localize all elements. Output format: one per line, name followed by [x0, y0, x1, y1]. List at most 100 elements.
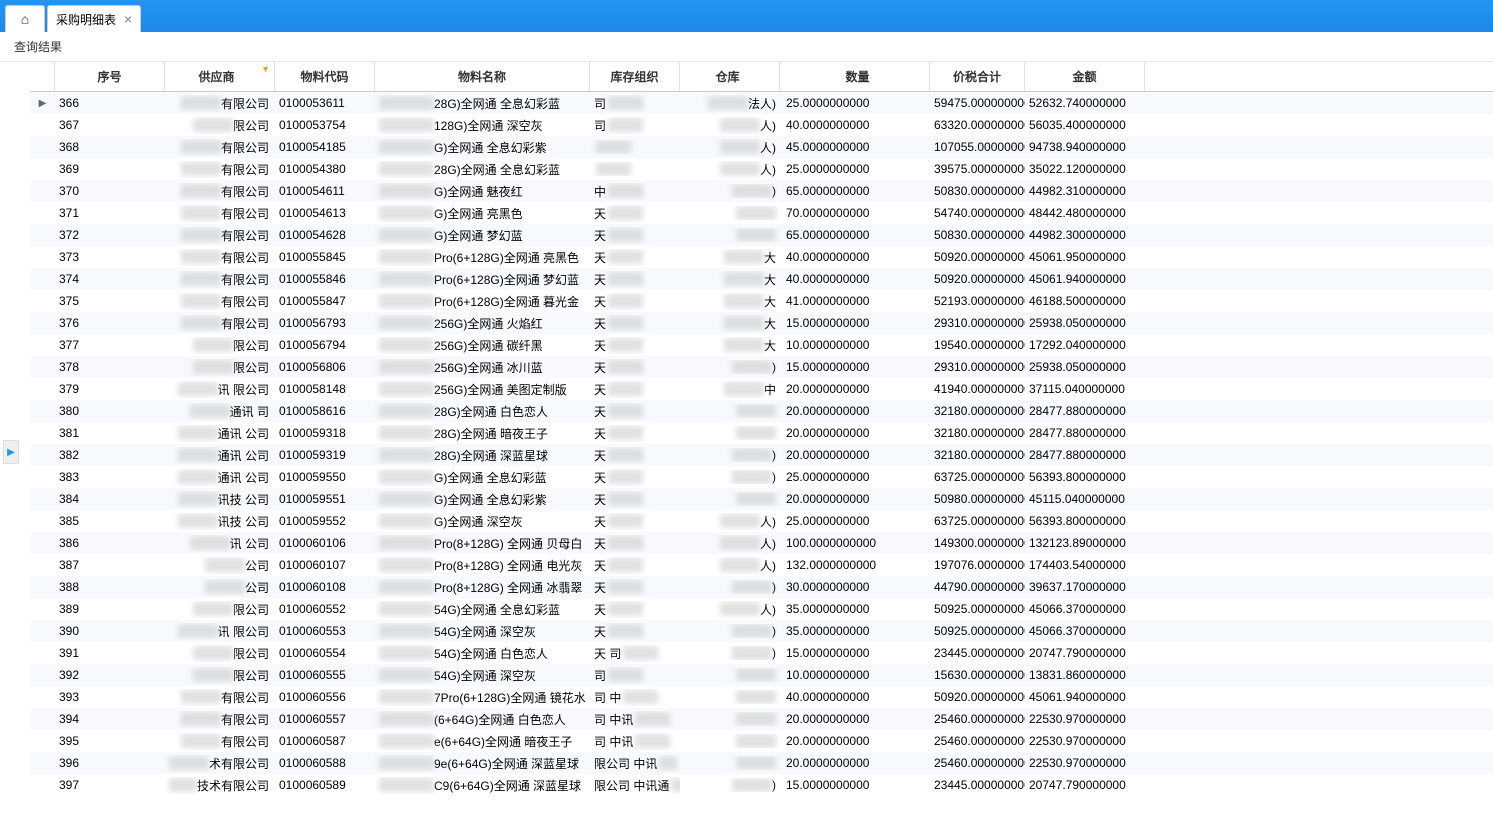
cell-inventory-org: 天xxx [590, 315, 680, 332]
col-amount[interactable]: 金额 [1025, 62, 1145, 91]
table-row[interactable]: 388xxxx公司0100060108xxxxxPro(8+128G) 全网通 … [30, 576, 1493, 598]
table-row[interactable]: 380xxxx通讯 司0100058616xxxxx28G)全网通 白色恋人天x… [30, 400, 1493, 422]
cell-amount: 20747.790000000 [1025, 646, 1145, 660]
cell-seq: 397 [55, 778, 165, 792]
cell-amount: 13831.860000000 [1025, 668, 1145, 682]
cell-seq: 367 [55, 118, 165, 132]
col-supplier[interactable]: 供应商 ▼ [165, 62, 275, 91]
cell-inventory-org: 天xxx [590, 557, 680, 574]
cell-material-code: 0100060554 [275, 646, 375, 660]
cell-amount: 17292.040000000 [1025, 338, 1145, 352]
cell-material-name: xxxxxG)全网通 魅夜红 [375, 183, 590, 200]
table-row[interactable]: 387xxxx公司0100060107xxxxxPro(8+128G) 全网通 … [30, 554, 1493, 576]
cell-amount: 22530.970000000 [1025, 756, 1145, 770]
cell-material-name: xxxxx256G)全网通 碳纤黑 [375, 337, 590, 354]
cell-qty: 15.0000000000 [780, 646, 930, 660]
table-row[interactable]: 394xxxx有限公司0100060557xxxxx(6+64G)全网通 白色恋… [30, 708, 1493, 730]
table-row[interactable]: 373xxxx有限公司0100055845xxxxxPro(6+128G)全网通… [30, 246, 1493, 268]
home-tab[interactable]: ⌂ [5, 5, 45, 32]
cell-price-tax-total: 15630.000000000 [930, 668, 1025, 682]
cell-price-tax-total: 63725.000000000 [930, 514, 1025, 528]
table-row[interactable]: 370xxxx有限公司0100054611xxxxxG)全网通 魅夜红中xxxx… [30, 180, 1493, 202]
cell-warehouse: xxxx人) [680, 535, 780, 552]
table-row[interactable]: 381xxxx通讯 公司0100059318xxxxx28G)全网通 暗夜王子天… [30, 422, 1493, 444]
table-row[interactable]: 378xxxx限公司0100056806xxxxx256G)全网通 冰川蓝天xx… [30, 356, 1493, 378]
cell-warehouse: xxxx大 [680, 293, 780, 310]
cell-price-tax-total: 50830.000000000 [930, 228, 1025, 242]
table-row[interactable]: 368xxxx有限公司0100054185xxxxxG)全网通 全息幻彩紫xxx… [30, 136, 1493, 158]
table-row[interactable]: 395xxxx有限公司0100060587xxxxxe(6+64G)全网通 暗夜… [30, 730, 1493, 752]
col-inventory-org[interactable]: 库存组织 [590, 62, 680, 91]
cell-qty: 20.0000000000 [780, 382, 930, 396]
cell-qty: 20.0000000000 [780, 712, 930, 726]
cell-inventory-org: 天xxx [590, 579, 680, 596]
table-row[interactable]: 389xxxx限公司0100060552xxxxx54G)全网通 全息幻彩蓝天x… [30, 598, 1493, 620]
cell-price-tax-total: 50925.000000000 [930, 624, 1025, 638]
cell-seq: 390 [55, 624, 165, 638]
cell-material-code: 0100059550 [275, 470, 375, 484]
cell-seq: 374 [55, 272, 165, 286]
table-row[interactable]: 390xxxx讯 限公司0100060553xxxxx54G)全网通 深空灰天x… [30, 620, 1493, 642]
cell-amount: 25938.050000000 [1025, 360, 1145, 374]
cell-amount: 94738.940000000 [1025, 140, 1145, 154]
cell-material-code: 0100056806 [275, 360, 375, 374]
cell-material-name: xxxxxG)全网通 全息幻彩紫 [375, 491, 590, 508]
cell-warehouse: xxxx人) [680, 601, 780, 618]
col-qty[interactable]: 数量 [780, 62, 930, 91]
table-row[interactable]: 392xxxx限公司0100060555xxxxx54G)全网通 深空灰司xxx… [30, 664, 1493, 686]
col-price-tax-total[interactable]: 价税合计 [930, 62, 1025, 91]
table-row[interactable]: 385xxxx讯技 公司0100059552xxxxxG)全网通 深空灰天xxx… [30, 510, 1493, 532]
cell-material-name: xxxxx128G)全网通 深空灰 [375, 117, 590, 134]
cell-qty: 25.0000000000 [780, 162, 930, 176]
table-row[interactable]: 367xxxx限公司0100053754xxxxx128G)全网通 深空灰司xx… [30, 114, 1493, 136]
table-row[interactable]: 379xxxx讯 限公司0100058148xxxxx256G)全网通 美图定制… [30, 378, 1493, 400]
col-seq[interactable]: 序号 [55, 62, 165, 91]
table-row[interactable]: 382xxxx通讯 公司0100059319xxxxx28G)全网通 深蓝星球天… [30, 444, 1493, 466]
cell-qty: 35.0000000000 [780, 602, 930, 616]
col-wh-label: 仓库 [715, 68, 739, 85]
table-row[interactable]: 374xxxx有限公司0100055846xxxxxPro(6+128G)全网通… [30, 268, 1493, 290]
tab-purchase-detail[interactable]: 采购明细表 × [47, 5, 141, 32]
col-material-name[interactable]: 物料名称 [375, 62, 590, 91]
filter-icon[interactable]: ▼ [261, 64, 270, 74]
cell-qty: 70.0000000000 [780, 206, 930, 220]
cell-warehouse: xxxx [680, 228, 780, 242]
table-row[interactable]: 386xxxx讯 公司0100060106xxxxxPro(8+128G) 全网… [30, 532, 1493, 554]
table-row[interactable]: 391xxxx限公司0100060554xxxxx54G)全网通 白色恋人天 司… [30, 642, 1493, 664]
table-row[interactable]: 376xxxx有限公司0100056793xxxxx256G)全网通 火焰红天x… [30, 312, 1493, 334]
table-row[interactable]: 396xxxx术有限公司0100060588xxxxx9e(6+64G)全网通 … [30, 752, 1493, 774]
col-warehouse[interactable]: 仓库 [680, 62, 780, 91]
col-material-code[interactable]: 物料代码 [275, 62, 375, 91]
subheader: 查询结果 [0, 32, 1493, 62]
table-row[interactable]: 371xxxx有限公司0100054613xxxxxG)全网通 亮黑色天xxxx… [30, 202, 1493, 224]
cell-price-tax-total: 29310.000000000 [930, 360, 1025, 374]
cell-supplier: xxxx限公司 [165, 117, 275, 134]
table-row[interactable]: 384xxxx讯技 公司0100059551xxxxxG)全网通 全息幻彩紫天x… [30, 488, 1493, 510]
expand-sidebar-handle[interactable]: ▶ [3, 440, 19, 464]
cell-price-tax-total: 32180.000000000 [930, 404, 1025, 418]
table-row[interactable]: 369xxxx有限公司0100054380xxxxx28G)全网通 全息幻彩蓝x… [30, 158, 1493, 180]
cell-supplier: xxxx有限公司 [165, 139, 275, 156]
cell-seq: 389 [55, 602, 165, 616]
table-row[interactable]: 397xxxx技术有限公司0100060589xxxxxC9(6+64G)全网通… [30, 774, 1493, 796]
close-icon[interactable]: × [124, 11, 132, 27]
cell-material-name: xxxxx28G)全网通 白色恋人 [375, 403, 590, 420]
cell-price-tax-total: 25460.000000000 [930, 756, 1025, 770]
cell-amount: 28477.880000000 [1025, 426, 1145, 440]
cell-qty: 10.0000000000 [780, 668, 930, 682]
cell-material-code: 0100054611 [275, 184, 375, 198]
cell-amount: 44982.310000000 [1025, 184, 1145, 198]
table-row[interactable]: 383xxxx通讯 公司0100059550xxxxxG)全网通 全息幻彩蓝天x… [30, 466, 1493, 488]
table-row[interactable]: 375xxxx有限公司0100055847xxxxxPro(6+128G)全网通… [30, 290, 1493, 312]
cell-amount: 25938.050000000 [1025, 316, 1145, 330]
cell-inventory-org: 天xxx [590, 381, 680, 398]
table-row[interactable]: ▶366xxxx有限公司0100053611xxxxx28G)全网通 全息幻彩蓝… [30, 92, 1493, 114]
table-row[interactable]: 377xxxx限公司0100056794xxxxx256G)全网通 碳纤黑天xx… [30, 334, 1493, 356]
cell-material-code: 0100058616 [275, 404, 375, 418]
cell-supplier: xxxx有限公司 [165, 205, 275, 222]
cell-qty: 65.0000000000 [780, 184, 930, 198]
cell-material-code: 0100060556 [275, 690, 375, 704]
table-row[interactable]: 372xxxx有限公司0100054628xxxxxG)全网通 梦幻蓝天xxxx… [30, 224, 1493, 246]
cell-supplier: xxxx限公司 [165, 337, 275, 354]
table-row[interactable]: 393xxxx有限公司0100060556xxxxx7Pro(6+128G)全网… [30, 686, 1493, 708]
